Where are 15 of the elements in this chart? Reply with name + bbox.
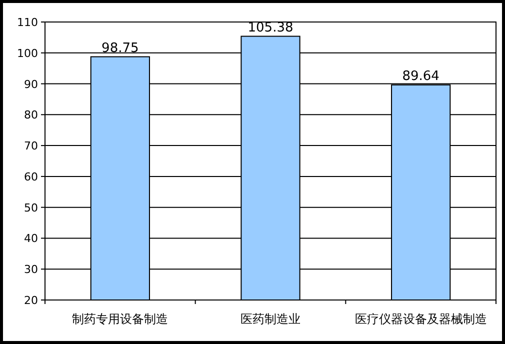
y-tick-label: 30: [24, 263, 38, 276]
y-tick-label: 60: [24, 170, 38, 184]
y-tick-label: 100: [17, 46, 38, 60]
y-tick-label: 110: [17, 16, 38, 29]
x-tick-label: 医疗仪器设备及器械制造: [354, 312, 487, 326]
y-tick-label: 40: [24, 232, 38, 246]
y-tick-label: 90: [24, 78, 38, 91]
y-tick-label: 70: [24, 140, 38, 153]
y-tick-label: 80: [24, 108, 38, 122]
x-tick-label: 医药制造业: [240, 312, 300, 326]
y-tick-label: 50: [24, 201, 38, 214]
y-tick-label: 20: [24, 294, 38, 307]
data-label: 89.64: [402, 68, 440, 84]
data-label: 98.75: [102, 40, 139, 56]
x-tick-label: 制药专用设备制造: [72, 312, 168, 326]
